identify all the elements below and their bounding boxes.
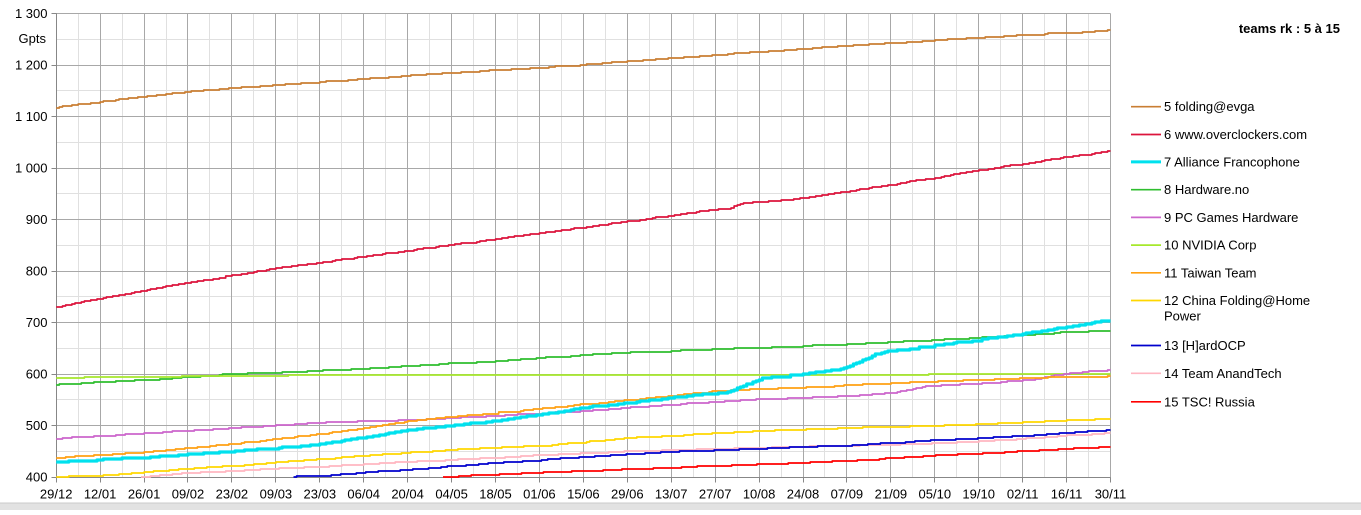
svg-text:05/10: 05/10 [919,486,952,501]
svg-text:20/04: 20/04 [391,486,424,501]
svg-text:21/09: 21/09 [875,486,908,501]
svg-text:27/07: 27/07 [699,486,732,501]
svg-text:19/10: 19/10 [962,486,995,501]
svg-text:09/02: 09/02 [172,486,205,501]
svg-text:700: 700 [26,315,48,330]
svg-text:24/08: 24/08 [787,486,820,501]
svg-text:800: 800 [26,264,48,279]
svg-text:13/07: 13/07 [655,486,688,501]
svg-text:23/03: 23/03 [304,486,337,501]
svg-text:11 Taiwan Team: 11 Taiwan Team [1164,265,1257,280]
svg-text:10/08: 10/08 [743,486,776,501]
svg-text:15/06: 15/06 [567,486,600,501]
svg-text:18/05: 18/05 [479,486,512,501]
svg-text:1 100: 1 100 [15,109,48,124]
svg-text:13 [H]ardOCP: 13 [H]ardOCP [1164,338,1246,353]
svg-text:14 Team AnandTech: 14 Team AnandTech [1164,366,1282,381]
svg-text:teams rk : 5 à 15: teams rk : 5 à 15 [1239,21,1340,36]
svg-text:29/06: 29/06 [611,486,644,501]
svg-text:900: 900 [26,212,48,227]
svg-text:1 000: 1 000 [15,161,48,176]
svg-text:7 Alliance Francophone: 7 Alliance Francophone [1164,154,1300,169]
svg-text:Power: Power [1164,309,1202,324]
svg-text:09/03: 09/03 [260,486,293,501]
svg-text:07/09: 07/09 [831,486,864,501]
svg-text:29/12: 29/12 [40,486,73,501]
svg-text:8 Hardware.no: 8 Hardware.no [1164,182,1249,197]
svg-text:10 NVIDIA Corp: 10 NVIDIA Corp [1164,238,1257,253]
svg-text:500: 500 [26,418,48,433]
svg-text:12/01: 12/01 [84,486,117,501]
svg-text:400: 400 [26,470,48,485]
svg-text:15 TSC! Russia: 15 TSC! Russia [1164,394,1256,409]
svg-text:6 www.overclockers.com: 6 www.overclockers.com [1164,127,1307,142]
svg-text:26/01: 26/01 [128,486,161,501]
svg-text:16/11: 16/11 [1051,486,1083,501]
svg-text:01/06: 01/06 [523,486,556,501]
svg-text:9 PC Games Hardware: 9 PC Games Hardware [1164,210,1298,225]
svg-text:600: 600 [26,367,48,382]
svg-text:30/11: 30/11 [1095,486,1127,501]
svg-text:04/05: 04/05 [435,486,468,501]
svg-text:1 300: 1 300 [15,6,48,21]
svg-text:1 200: 1 200 [15,58,48,73]
svg-text:5 folding@evga: 5 folding@evga [1164,99,1255,114]
svg-text:Gpts: Gpts [19,31,47,46]
svg-text:02/11: 02/11 [1007,486,1039,501]
svg-text:12 China Folding@Home: 12 China Folding@Home [1164,293,1310,308]
svg-text:06/04: 06/04 [347,486,380,501]
svg-text:23/02: 23/02 [216,486,249,501]
